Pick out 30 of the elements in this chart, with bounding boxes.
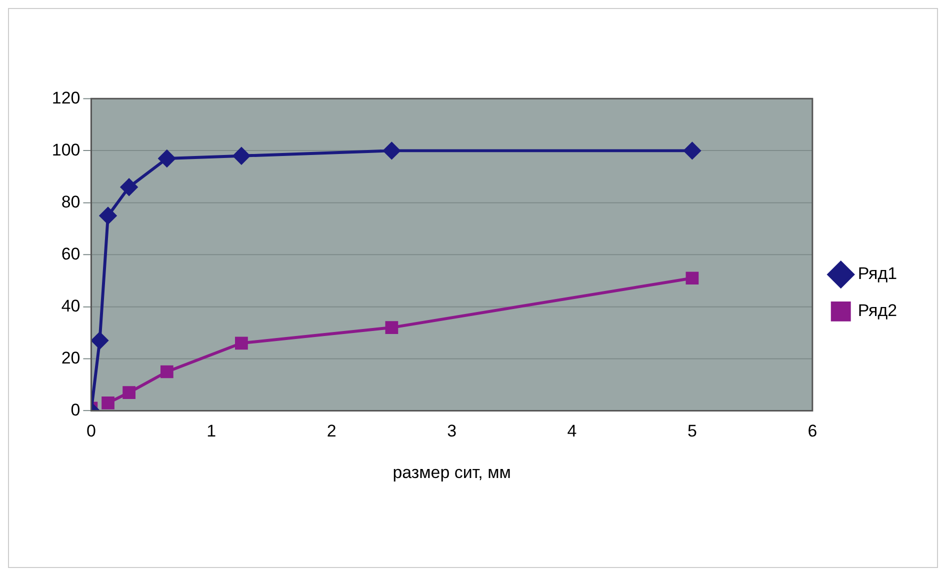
point xyxy=(158,150,176,167)
point xyxy=(102,396,114,410)
point xyxy=(684,142,701,160)
point xyxy=(122,386,136,399)
x-tick-label: 2 xyxy=(326,422,336,441)
y-tick-label: 80 xyxy=(61,192,80,212)
y-tick-label: 100 xyxy=(52,140,80,160)
point xyxy=(160,365,174,378)
point xyxy=(120,178,138,196)
legend-label: Ряд1 xyxy=(858,264,898,284)
x-tick-label: 1 xyxy=(206,422,216,441)
y-tick-label: 60 xyxy=(61,244,80,264)
y-tick-label: 0 xyxy=(70,400,80,420)
y-tick-label: 40 xyxy=(61,296,80,316)
x-axis-title: размер сит, мм xyxy=(392,462,511,482)
legend-label: Ряд2 xyxy=(858,301,898,320)
x-tick-label: 0 xyxy=(86,422,96,441)
y-tick-label: 120 xyxy=(52,88,80,108)
point xyxy=(235,336,248,350)
point xyxy=(91,332,108,350)
point xyxy=(385,321,398,334)
point xyxy=(686,272,699,285)
y-tick-label: 20 xyxy=(61,348,80,368)
x-tick-label: 5 xyxy=(687,422,697,441)
x-tick-label: 6 xyxy=(808,422,818,441)
point xyxy=(100,207,116,224)
x-tick-label: 3 xyxy=(447,422,457,441)
x-tick-label: 4 xyxy=(567,422,577,441)
point xyxy=(232,147,250,164)
point xyxy=(383,142,400,160)
